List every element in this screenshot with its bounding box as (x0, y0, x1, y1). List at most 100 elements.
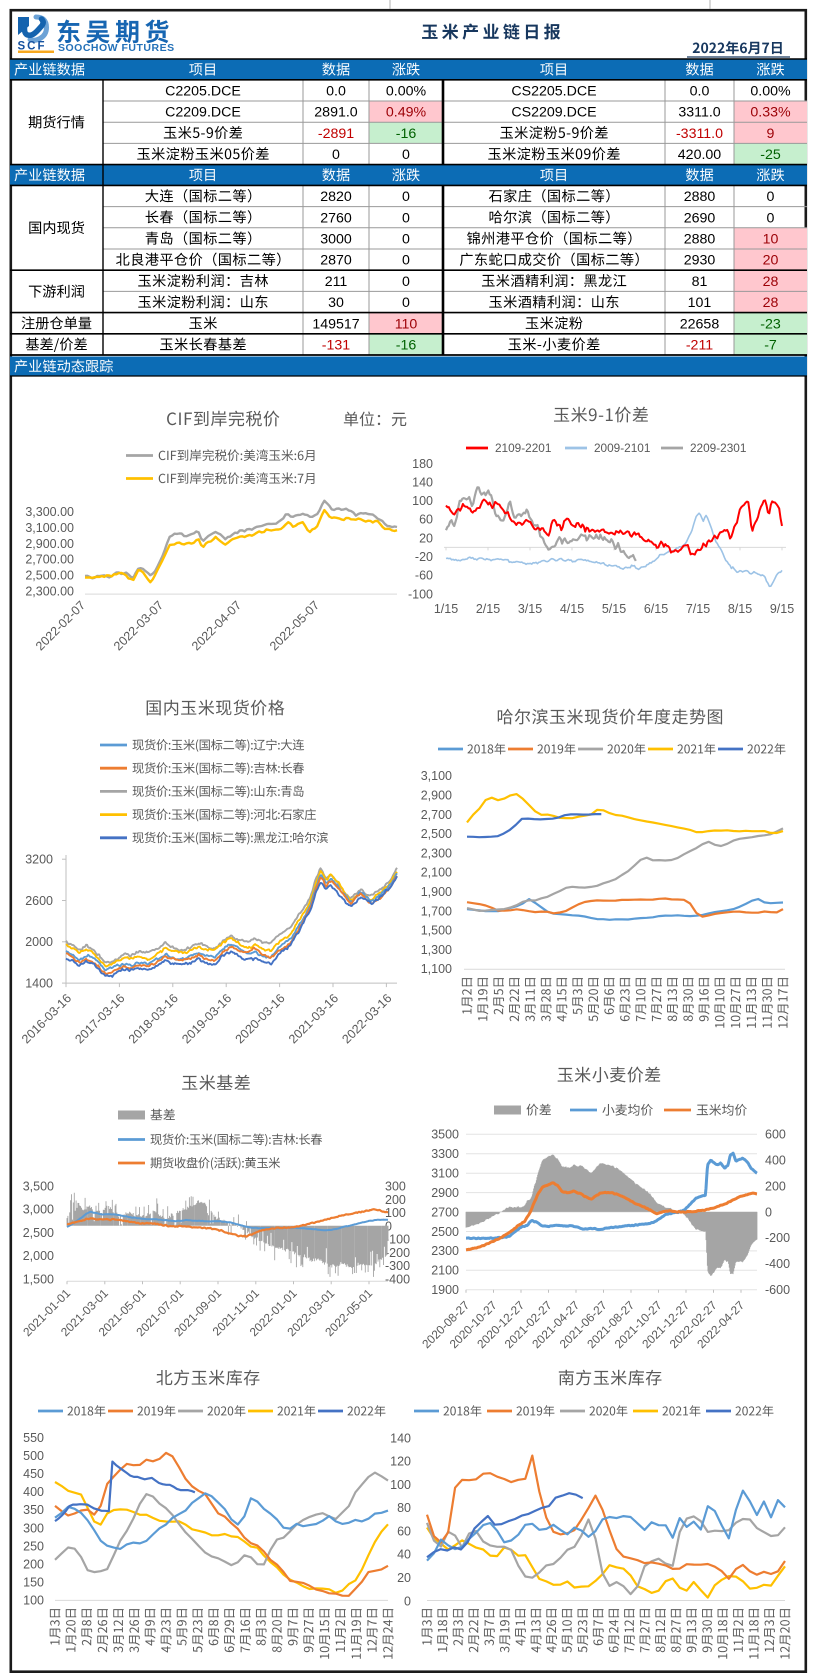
svg-text:350: 350 (23, 1503, 44, 1517)
svg-text:3000: 3000 (320, 232, 352, 248)
svg-text:30: 30 (328, 295, 344, 311)
svg-text:-3311.0: -3311.0 (676, 126, 723, 142)
svg-text:40: 40 (397, 1548, 411, 1562)
svg-text:0: 0 (402, 210, 410, 226)
svg-text:2009-2101: 2009-2101 (594, 441, 650, 455)
svg-text:10: 10 (763, 232, 779, 248)
svg-text:7/15: 7/15 (686, 602, 710, 616)
svg-text:5/15: 5/15 (602, 602, 626, 616)
svg-text:3100: 3100 (431, 1167, 459, 1181)
svg-text:2,500.00: 2,500.00 (25, 569, 74, 583)
svg-text:2820: 2820 (320, 189, 352, 205)
svg-text:2,000: 2,000 (23, 1249, 54, 1263)
svg-text:300: 300 (385, 1180, 406, 1194)
svg-text:-20: -20 (415, 550, 433, 564)
svg-text:1,900: 1,900 (421, 885, 452, 899)
svg-text:C2205.DCE: C2205.DCE (165, 84, 241, 100)
svg-text:2500: 2500 (431, 1225, 459, 1239)
svg-text:-100: -100 (408, 587, 433, 601)
svg-text:2,700.00: 2,700.00 (25, 553, 74, 567)
svg-text:200: 200 (765, 1179, 786, 1193)
svg-text:140: 140 (390, 1431, 411, 1445)
svg-text:2891.0: 2891.0 (314, 105, 358, 121)
svg-text:1/15: 1/15 (434, 602, 458, 616)
svg-text:-400: -400 (765, 1257, 790, 1271)
svg-text:SOOCHOW FUTURES: SOOCHOW FUTURES (58, 42, 175, 54)
svg-text:2,500: 2,500 (421, 827, 452, 841)
svg-text:1,500: 1,500 (23, 1272, 54, 1286)
svg-text:2,900.00: 2,900.00 (25, 537, 74, 551)
svg-text:2/15: 2/15 (476, 602, 500, 616)
svg-text:3,300.00: 3,300.00 (25, 505, 74, 519)
svg-text:0: 0 (402, 147, 410, 163)
svg-text:0: 0 (402, 189, 410, 205)
svg-text:200: 200 (385, 1193, 406, 1207)
svg-text:180: 180 (412, 457, 433, 471)
svg-text:28: 28 (763, 295, 779, 311)
svg-text:-200: -200 (385, 1246, 410, 1260)
svg-text:0: 0 (402, 295, 410, 311)
svg-text:0: 0 (404, 1594, 411, 1608)
svg-text:2,300.00: 2,300.00 (25, 585, 74, 599)
svg-text:-23: -23 (760, 316, 781, 332)
svg-text:0: 0 (402, 232, 410, 248)
svg-text:9/15: 9/15 (770, 602, 794, 616)
svg-text:3,100.00: 3,100.00 (25, 521, 74, 535)
svg-text:200: 200 (23, 1558, 44, 1572)
svg-text:-211: -211 (686, 338, 713, 354)
svg-text:-16: -16 (396, 338, 417, 354)
svg-text:0: 0 (332, 147, 340, 163)
svg-text:8/15: 8/15 (728, 602, 752, 616)
svg-text:600: 600 (765, 1128, 786, 1142)
svg-text:-16: -16 (396, 126, 417, 142)
svg-text:211: 211 (325, 274, 348, 290)
svg-text:81: 81 (692, 274, 708, 290)
svg-text:1900: 1900 (431, 1283, 459, 1297)
svg-text:100: 100 (412, 494, 433, 508)
svg-text:500: 500 (23, 1449, 44, 1463)
svg-text:60: 60 (397, 1524, 411, 1538)
svg-text:2880: 2880 (684, 232, 716, 248)
svg-text:28: 28 (763, 274, 779, 290)
svg-text:-600: -600 (765, 1283, 790, 1297)
svg-text:0: 0 (385, 1219, 392, 1233)
svg-text:1400: 1400 (25, 976, 53, 990)
svg-text:2,100: 2,100 (421, 866, 452, 880)
svg-text:3/15: 3/15 (518, 602, 542, 616)
svg-text:2209-2301: 2209-2301 (690, 441, 746, 455)
svg-text:2930: 2930 (684, 253, 716, 269)
svg-text:250: 250 (23, 1539, 44, 1553)
svg-text:2,500: 2,500 (23, 1226, 54, 1240)
svg-text:300: 300 (23, 1521, 44, 1535)
svg-text:0.00%: 0.00% (386, 84, 427, 100)
svg-text:149517: 149517 (312, 316, 359, 332)
svg-text:-7: -7 (764, 338, 777, 354)
svg-text:101: 101 (688, 295, 712, 311)
svg-text:2690: 2690 (684, 210, 716, 226)
svg-text:3,000: 3,000 (23, 1203, 54, 1217)
svg-text:3500: 3500 (431, 1128, 459, 1142)
svg-text:-400: -400 (385, 1272, 410, 1286)
svg-text:0: 0 (767, 189, 775, 205)
svg-text:-60: -60 (415, 569, 433, 583)
svg-text:420.00: 420.00 (678, 147, 722, 163)
svg-text:0.33%: 0.33% (750, 105, 791, 121)
svg-text:2100: 2100 (431, 1264, 459, 1278)
svg-text:150: 150 (23, 1576, 44, 1590)
svg-text:0.0: 0.0 (326, 84, 346, 100)
svg-text:4/15: 4/15 (560, 602, 584, 616)
svg-text:0.49%: 0.49% (386, 105, 427, 121)
svg-text:CS2209.DCE: CS2209.DCE (511, 105, 596, 121)
svg-text:-2891: -2891 (318, 126, 354, 142)
svg-text:1,500: 1,500 (421, 924, 452, 938)
svg-text:100: 100 (23, 1594, 44, 1608)
svg-text:3,100: 3,100 (421, 769, 452, 783)
svg-text:0: 0 (402, 253, 410, 269)
svg-text:CS2205.DCE: CS2205.DCE (511, 84, 596, 100)
svg-text:60: 60 (419, 513, 433, 527)
svg-text:-200: -200 (765, 1231, 790, 1245)
svg-text:100: 100 (390, 1478, 411, 1492)
svg-text:C2209.DCE: C2209.DCE (165, 105, 241, 121)
svg-text:550: 550 (23, 1431, 44, 1445)
svg-text:1,700: 1,700 (421, 904, 452, 918)
